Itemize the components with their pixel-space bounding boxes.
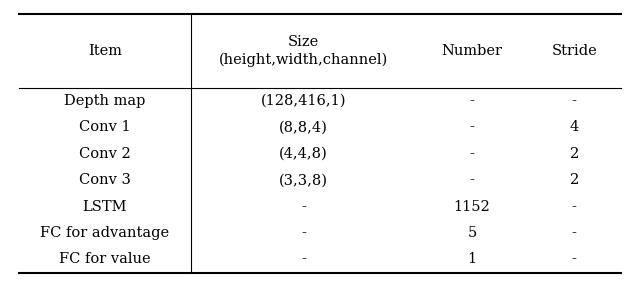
Text: 4: 4 <box>570 120 579 134</box>
Text: -: - <box>470 120 474 134</box>
Text: 5: 5 <box>467 226 477 240</box>
Text: LSTM: LSTM <box>83 200 127 214</box>
Text: Size
(height,width,channel): Size (height,width,channel) <box>219 35 388 67</box>
Text: 2: 2 <box>570 173 579 187</box>
Text: -: - <box>572 226 577 240</box>
Text: 1152: 1152 <box>454 200 490 214</box>
Text: -: - <box>301 200 306 214</box>
Text: (3,3,8): (3,3,8) <box>279 173 328 187</box>
Text: (128,416,1): (128,416,1) <box>260 94 346 108</box>
Text: Item: Item <box>88 44 122 58</box>
Text: Conv 2: Conv 2 <box>79 147 131 161</box>
Text: Conv 3: Conv 3 <box>79 173 131 187</box>
Text: -: - <box>301 252 306 266</box>
Text: -: - <box>572 94 577 108</box>
Text: -: - <box>470 147 474 161</box>
Text: -: - <box>572 252 577 266</box>
Text: FC for advantage: FC for advantage <box>40 226 170 240</box>
Text: FC for value: FC for value <box>59 252 151 266</box>
Text: -: - <box>301 226 306 240</box>
Text: -: - <box>572 200 577 214</box>
Text: -: - <box>470 94 474 108</box>
Text: -: - <box>470 173 474 187</box>
Text: Depth map: Depth map <box>64 94 146 108</box>
Text: 2: 2 <box>570 147 579 161</box>
Text: Number: Number <box>442 44 502 58</box>
Text: (8,8,4): (8,8,4) <box>279 120 328 134</box>
Text: Conv 1: Conv 1 <box>79 120 131 134</box>
Text: 1: 1 <box>467 252 476 266</box>
Text: Stride: Stride <box>551 44 597 58</box>
Text: (4,4,8): (4,4,8) <box>279 147 328 161</box>
